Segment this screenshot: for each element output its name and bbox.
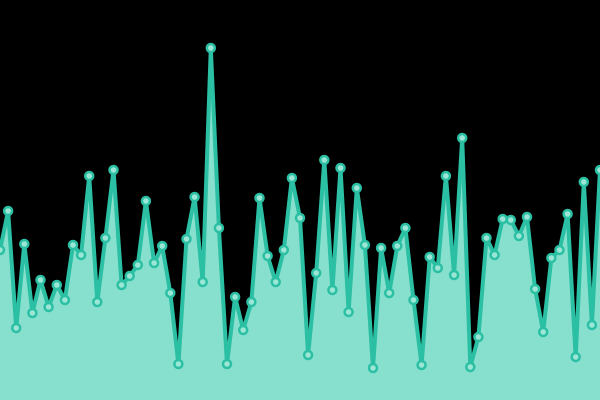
data-point-marker <box>294 212 306 224</box>
data-point-marker <box>432 262 444 274</box>
data-point-marker <box>529 283 541 295</box>
data-point-marker <box>310 267 322 279</box>
data-point-marker <box>489 249 500 261</box>
data-point-marker <box>43 301 54 313</box>
data-point-marker <box>27 307 38 319</box>
data-point-marker <box>586 319 598 331</box>
data-point-marker <box>181 233 192 245</box>
data-point-marker <box>254 192 265 204</box>
data-point-marker <box>0 244 6 256</box>
data-point-marker <box>221 358 233 370</box>
data-point-marker <box>351 182 363 194</box>
data-point-marker <box>2 205 14 217</box>
data-point-marker <box>383 287 395 299</box>
data-point-marker <box>148 257 160 269</box>
data-point-marker <box>424 251 435 263</box>
data-point-marker <box>302 349 314 361</box>
data-point-marker <box>213 222 225 234</box>
data-point-marker <box>513 230 525 242</box>
data-point-marker <box>400 222 411 234</box>
data-point-marker <box>59 294 71 306</box>
data-point-marker <box>327 284 338 296</box>
data-point-marker <box>578 176 590 188</box>
data-point-marker <box>108 164 119 176</box>
data-point-marker <box>165 287 176 299</box>
data-point-marker <box>116 279 127 291</box>
data-point-marker <box>554 244 565 256</box>
data-point-marker <box>51 279 63 291</box>
data-point-marker <box>83 170 95 182</box>
data-point-marker <box>132 259 144 271</box>
data-point-marker <box>440 170 452 182</box>
data-point-marker <box>189 191 200 203</box>
data-point-marker <box>262 250 273 262</box>
data-point-marker <box>270 276 281 288</box>
data-point-marker <box>173 358 184 370</box>
data-point-marker <box>473 331 484 343</box>
data-point-marker <box>140 195 152 207</box>
data-point-marker <box>343 306 354 318</box>
data-point-marker <box>124 270 135 282</box>
data-point-marker <box>537 326 549 338</box>
data-point-marker <box>367 362 379 374</box>
data-point-marker <box>335 162 346 174</box>
data-point-marker <box>448 269 460 281</box>
data-point-marker <box>465 361 476 373</box>
data-point-marker <box>156 240 168 252</box>
data-point-marker <box>481 232 492 244</box>
data-point-marker <box>100 232 111 244</box>
data-point-marker <box>67 239 79 251</box>
data-point-marker <box>570 351 581 363</box>
data-point-marker <box>205 42 217 54</box>
data-point-marker <box>497 213 508 225</box>
data-point-marker <box>521 211 533 223</box>
data-point-marker <box>197 276 208 288</box>
data-point-marker <box>392 240 403 252</box>
data-point-marker <box>237 324 249 336</box>
data-point-marker <box>229 291 241 303</box>
data-point-marker <box>359 239 371 251</box>
data-point-marker <box>75 249 87 261</box>
data-point-marker <box>505 214 517 226</box>
data-point-marker <box>456 132 468 144</box>
data-point-marker <box>19 238 30 250</box>
data-point-marker <box>562 208 573 220</box>
data-point-marker <box>246 296 257 308</box>
data-point-marker <box>594 164 600 176</box>
data-point-marker <box>408 294 419 306</box>
data-point-marker <box>286 172 298 184</box>
data-point-marker <box>278 244 290 256</box>
data-point-marker <box>416 359 427 371</box>
data-point-marker <box>92 296 103 308</box>
data-point-marker <box>35 274 46 286</box>
data-point-marker <box>319 154 330 166</box>
data-point-marker <box>546 252 557 264</box>
data-point-marker <box>10 322 22 334</box>
data-point-marker <box>375 242 387 254</box>
